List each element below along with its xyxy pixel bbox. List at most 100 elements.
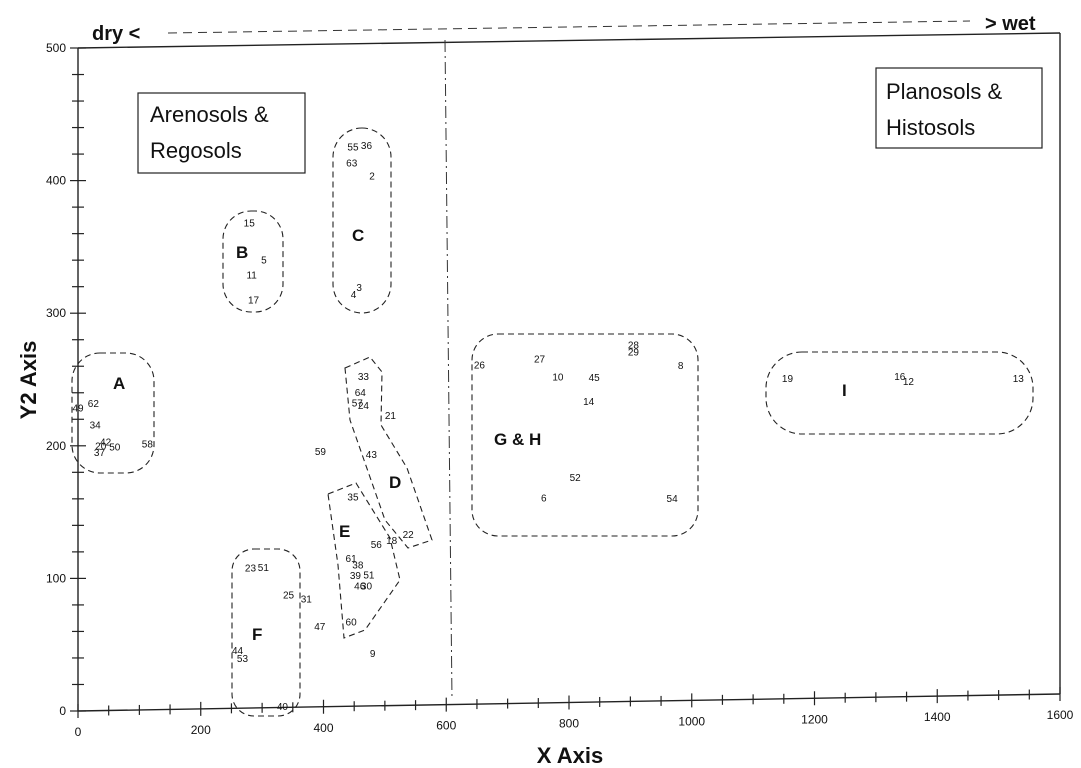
- data-point-label: 30: [361, 581, 373, 592]
- data-point-label: 50: [109, 442, 121, 453]
- x-tick-label: 1600: [1047, 708, 1074, 722]
- group-outlines: [71, 127, 1034, 717]
- group-label-d: D: [389, 473, 401, 492]
- divider-line: [444, 39, 453, 701]
- data-point-label: 37: [94, 448, 106, 459]
- x-tick-label: 1200: [801, 712, 828, 726]
- data-point-label: 23: [245, 563, 257, 574]
- axis-ticks: [70, 47, 1061, 718]
- group-a-outline: [71, 352, 155, 474]
- arenosols-box: Arenosols & Regosols: [137, 92, 306, 174]
- x-tick-label: 200: [191, 723, 211, 737]
- x-tick-label: 1000: [678, 714, 705, 728]
- data-point-label: 9: [370, 649, 376, 660]
- group-labels: A B C D E F G & H I: [113, 226, 847, 644]
- x-axis-title: X Axis: [537, 743, 603, 768]
- data-point-label: 33: [358, 372, 370, 383]
- x-tick-label: 400: [313, 721, 333, 735]
- data-point-label: 19: [782, 374, 794, 385]
- data-point-label: 46: [354, 581, 366, 592]
- data-point-label: 11: [246, 270, 257, 281]
- data-point-label: 29: [628, 347, 640, 358]
- y-tick-label: 400: [46, 174, 66, 188]
- data-point-label: 18: [386, 536, 398, 547]
- data-point-label: 59: [315, 447, 327, 458]
- group-b-outline: [222, 210, 284, 313]
- axis-tick-labels: 0 200 400 600 800 1000 1200 1400 1600 0 100 200 300 4…: [46, 41, 1074, 739]
- x-tick-label: 1400: [924, 710, 951, 724]
- data-point-label: 36: [361, 141, 373, 152]
- data-point-label: 8: [678, 361, 684, 372]
- data-point-label: 38: [352, 560, 364, 571]
- data-point-label: 62: [88, 399, 100, 410]
- data-point-label: 4: [351, 290, 357, 301]
- data-point-label: 44: [232, 646, 244, 657]
- gradient-wet-label: > wet: [985, 13, 1036, 35]
- group-label-gh: G & H: [494, 430, 541, 449]
- data-point-label: 57: [352, 399, 364, 410]
- gradient-dry-label: dry <: [92, 23, 140, 45]
- data-point-label: 2: [369, 172, 375, 183]
- data-point-label: 55: [347, 143, 359, 154]
- data-point-label: 15: [244, 219, 256, 230]
- data-point-label: 39: [350, 571, 362, 582]
- arenosols-box-line1: Arenosols &: [150, 102, 269, 127]
- group-label-a: A: [113, 374, 125, 393]
- data-point-label: 13: [1013, 374, 1025, 385]
- data-point-label: 42: [100, 437, 112, 448]
- planosols-box-frame: [875, 67, 1043, 149]
- group-label-e: E: [339, 522, 350, 541]
- data-point-label: 6: [541, 493, 547, 504]
- data-point-label: 16: [894, 372, 906, 383]
- group-d-outline: [344, 356, 433, 549]
- data-point-label: 17: [248, 296, 260, 307]
- data-point-label: 12: [903, 377, 915, 388]
- y-tick-label: 100: [46, 571, 66, 585]
- data-point-label: 34: [90, 420, 102, 431]
- data-point-label: 14: [583, 397, 595, 408]
- data-point-label: 61: [346, 554, 358, 565]
- data-point-label: 63: [346, 159, 358, 170]
- arenosols-box-line2: Regosols: [150, 138, 242, 163]
- data-point-label: 35: [347, 493, 359, 504]
- y-tick-label: 200: [46, 439, 66, 453]
- data-point-label: 26: [474, 361, 486, 372]
- data-point-label: 54: [667, 494, 679, 505]
- data-point-label: 45: [589, 373, 601, 384]
- y-tick-label: 0: [59, 704, 66, 718]
- x-tick-label: 0: [75, 725, 82, 739]
- y-tick-label: 300: [46, 306, 66, 320]
- top-frame-line: [77, 32, 1061, 49]
- data-point-label: 40: [277, 702, 289, 713]
- planosols-box-line1: Planosols &: [886, 79, 1003, 104]
- group-e-outline: [327, 482, 401, 639]
- data-point-label: 25: [283, 591, 295, 602]
- data-point-label: 31: [301, 594, 313, 605]
- data-point-label: 52: [570, 473, 582, 484]
- planosols-box: Planosols & Histosols: [875, 67, 1043, 149]
- data-point-label: 5: [261, 256, 267, 267]
- group-f-outline: [231, 548, 301, 717]
- arenosols-box-frame: [137, 92, 306, 174]
- data-point-label: 22: [403, 530, 415, 541]
- group-label-b: B: [236, 243, 248, 262]
- group-c-outline: [332, 127, 392, 314]
- data-point-label: 24: [358, 401, 370, 412]
- data-point-label: 47: [314, 622, 326, 633]
- group-i-outline: [765, 351, 1034, 435]
- group-label-c: C: [352, 226, 364, 245]
- data-point-label: 53: [237, 654, 249, 665]
- data-point-label: 43: [366, 450, 378, 461]
- data-point-label: 27: [534, 354, 546, 365]
- planosols-box-line2: Histosols: [886, 115, 975, 140]
- data-point-label: 49: [72, 403, 84, 414]
- data-point-label: 51: [258, 563, 270, 574]
- data-point-label: 3: [356, 283, 362, 294]
- group-label-i: I: [842, 381, 847, 400]
- data-point-label: 56: [371, 540, 383, 551]
- x-tick-label: 600: [436, 719, 456, 733]
- data-point-label: 10: [552, 372, 564, 383]
- x-tick-label: 800: [559, 717, 579, 731]
